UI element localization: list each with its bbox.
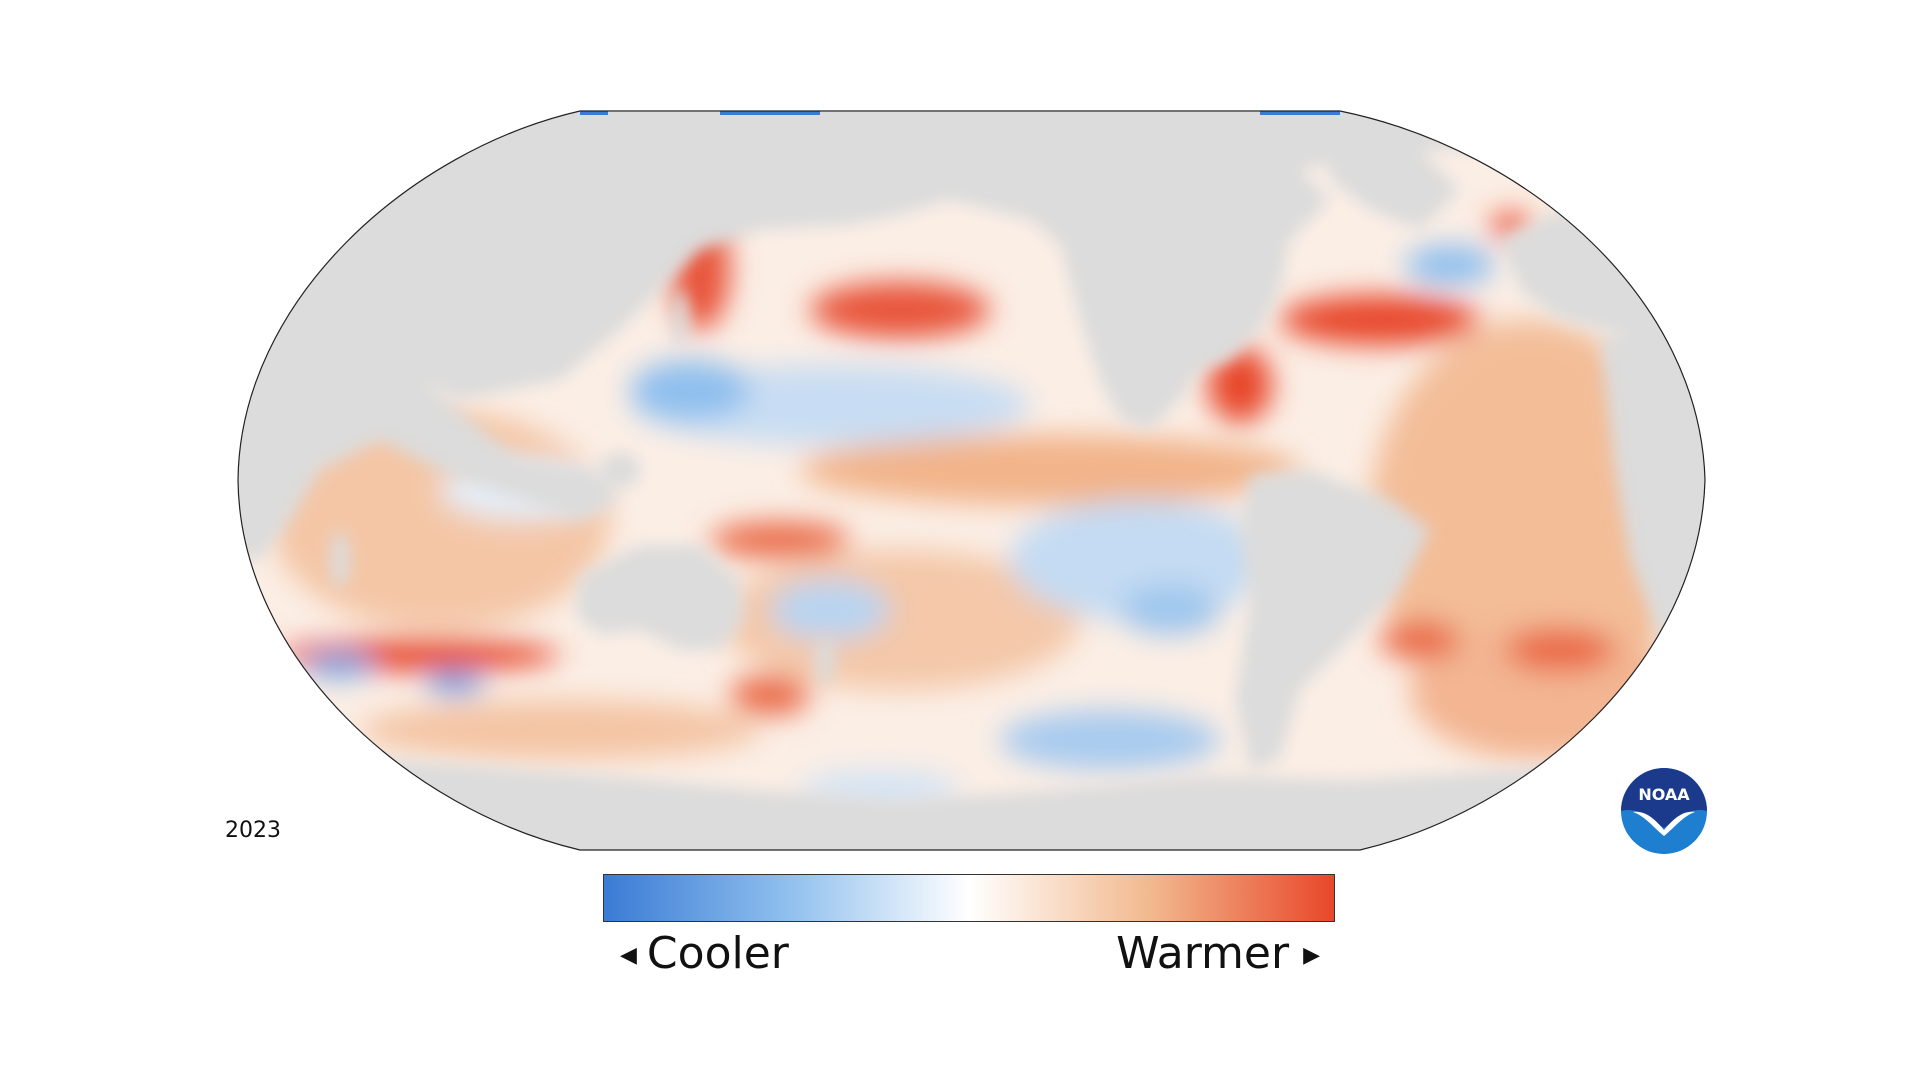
land-north xyxy=(238,111,1705,420)
noaa-logo: NOAA xyxy=(1621,768,1707,854)
land-masses xyxy=(238,111,1705,850)
land-africa-east xyxy=(1600,330,1705,640)
right-triangle-icon: ▶ xyxy=(1303,943,1320,968)
land-new-zealand xyxy=(815,635,835,685)
left-triangle-icon: ◀ xyxy=(620,943,637,968)
warmer-text: Warmer xyxy=(1116,928,1290,979)
cooler-text: Cooler xyxy=(646,928,789,979)
anomaly-field xyxy=(270,210,1690,810)
cooler-label: ◀ Cooler xyxy=(620,926,789,984)
polar-strip-cool-2 xyxy=(720,111,820,115)
color-scale-bar xyxy=(603,874,1335,922)
land-borneo xyxy=(600,452,640,488)
logo-text: NOAA xyxy=(1638,785,1690,804)
polar-strip xyxy=(238,111,1705,112)
land-antarctica xyxy=(238,760,1705,850)
logo-gull-icon xyxy=(1633,811,1695,836)
land-japan xyxy=(672,290,688,350)
land-north-america xyxy=(1060,170,1330,430)
globe-outline xyxy=(237,110,1706,851)
warmer-label: Warmer ▶ xyxy=(1116,926,1320,984)
land-indonesia xyxy=(530,488,610,512)
land-madagascar xyxy=(330,532,350,588)
polar-strip-cool-3 xyxy=(1260,111,1340,115)
land-eurasia-africa xyxy=(238,380,620,560)
land-south-america xyxy=(1235,470,1430,770)
year-label: 2023 xyxy=(225,818,281,843)
polar-strip-cool-1 xyxy=(580,111,608,115)
land-greenland xyxy=(1330,150,1460,230)
land-australia xyxy=(575,545,745,650)
